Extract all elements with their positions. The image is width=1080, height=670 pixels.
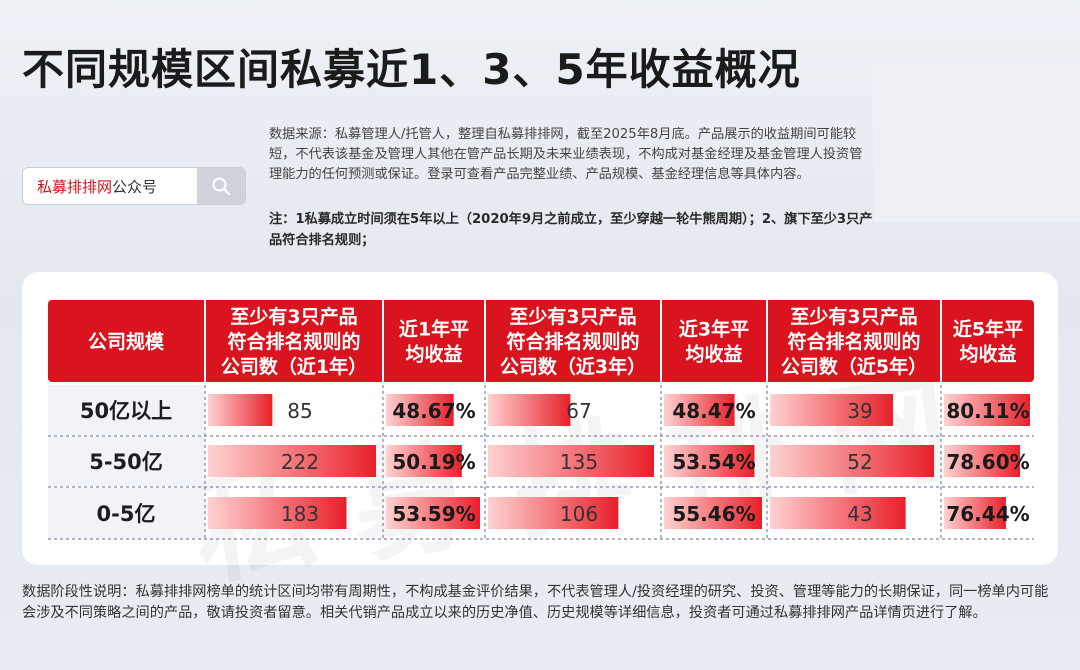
return-bar [944, 394, 1030, 426]
count-value: 39 [847, 399, 872, 423]
footer-disclaimer: 数据阶段性说明：私募排排网榜单的统计区间均带有周期性，不构成基金评价结果，不代表… [22, 584, 1049, 621]
count-bar [488, 394, 571, 426]
count-bar [208, 445, 376, 477]
return-value: 53.59% [392, 502, 475, 526]
search-brand-text: 私募排排网 [37, 177, 113, 196]
page-title: 不同规模区间私募近1、3、5年收益概况 [22, 45, 801, 94]
count-value: 222 [281, 450, 319, 474]
search-box[interactable]: 私募排排网 公众号 [22, 167, 246, 205]
header-label-4-1: 均收益 [685, 343, 742, 366]
return-value: 78.60% [946, 450, 1029, 474]
search-label: 私募排排网 公众号 [23, 168, 197, 204]
header-label-5-1: 符合排名规则的 [787, 330, 920, 353]
return-value: 48.47% [672, 399, 755, 423]
return-value: 80.11% [946, 399, 1029, 423]
row-label: 0-5亿 [97, 502, 156, 526]
return-bar [944, 497, 1006, 529]
count-bar [770, 394, 893, 426]
row-label-bg [48, 436, 204, 486]
return-bar [386, 497, 480, 529]
header-label-1-1: 符合排名规则的 [227, 330, 360, 353]
return-bar [664, 497, 762, 529]
header-label-3-2: 公司数（近3年） [500, 355, 646, 378]
header-label-6-1: 均收益 [959, 343, 1016, 366]
header-label-1-2: 公司数（近1年） [221, 355, 367, 378]
return-bar [664, 394, 735, 426]
return-bar [386, 445, 462, 477]
return-value: 50.19% [392, 450, 475, 474]
header-label-2-0: 近1年平 [399, 318, 469, 341]
header-label-1-0: 至少有3只产品 [230, 305, 357, 328]
count-value: 43 [847, 502, 872, 526]
count-value: 135 [560, 450, 598, 474]
return-value: 48.67% [392, 399, 475, 423]
row-label: 50亿以上 [80, 399, 172, 423]
return-bar [944, 445, 1021, 477]
count-bar [208, 394, 273, 426]
note-text: 注：1私募成立时间须在5年以上（2020年9月之前成立，至少穿越一轮牛熊周期）；… [269, 212, 873, 248]
count-value: 85 [287, 399, 312, 423]
count-value: 106 [560, 502, 598, 526]
count-bar [770, 497, 906, 529]
return-value: 76.44% [946, 502, 1029, 526]
count-bar [488, 445, 654, 477]
count-bar [488, 497, 619, 529]
search-button[interactable] [197, 168, 245, 204]
count-bar [208, 497, 347, 529]
blurred-overlay [873, 64, 1080, 222]
search-icon [212, 177, 231, 196]
header-label-3-1: 符合排名规则的 [506, 330, 639, 353]
header-label-2-1: 均收益 [405, 343, 462, 366]
row-label-bg [48, 385, 204, 435]
count-bar [770, 445, 934, 477]
header-label-0-0: 公司规模 [88, 330, 165, 353]
return-value: 53.54% [672, 450, 755, 474]
header-label-5-2: 公司数（近5年） [781, 355, 927, 378]
header-label-3-0: 至少有3只产品 [509, 305, 636, 328]
return-bar [386, 394, 454, 426]
header-label-4-0: 近3年平 [679, 318, 749, 341]
header-label-6-0: 近5年平 [953, 318, 1023, 341]
count-value: 183 [281, 502, 319, 526]
table-header-bg [48, 300, 1034, 382]
count-value: 67 [566, 399, 591, 423]
return-value: 55.46% [672, 502, 755, 526]
count-value: 52 [847, 450, 872, 474]
search-suffix-text: 公众号 [112, 177, 158, 196]
return-bar [664, 445, 755, 477]
data-source-text: 数据来源：私募管理人/托管人，整理自私募排排网，截至2025年8月底。产品展示的… [269, 127, 863, 182]
row-label-bg [48, 488, 204, 538]
header-label-5-0: 至少有3只产品 [790, 305, 917, 328]
row-label: 5-50亿 [89, 450, 163, 474]
